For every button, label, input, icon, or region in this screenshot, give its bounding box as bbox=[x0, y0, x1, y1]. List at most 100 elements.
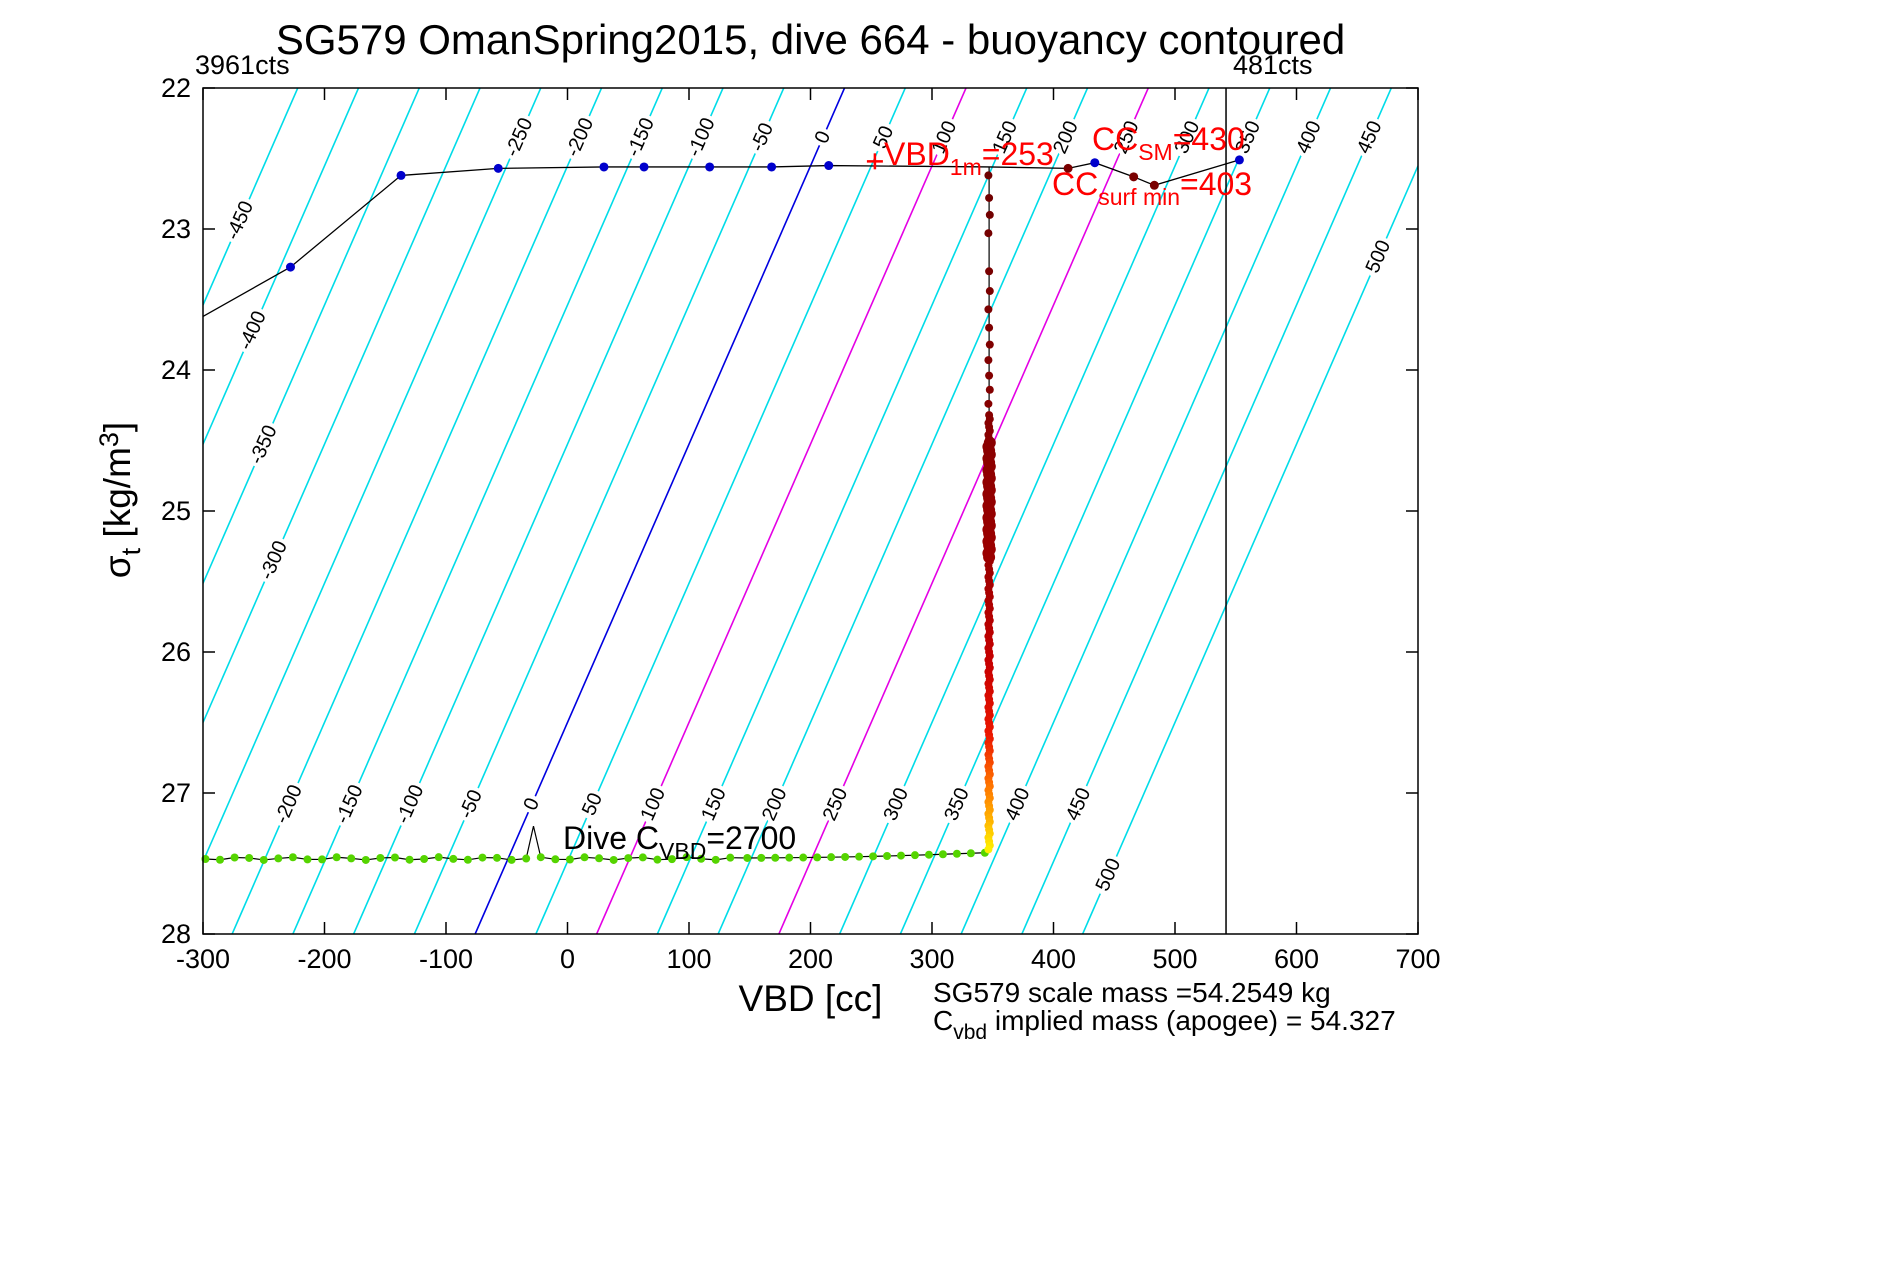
bottom-track-dot bbox=[259, 855, 268, 864]
surface-darkred-dot bbox=[1129, 172, 1139, 182]
contour-line bbox=[717, 88, 1089, 934]
annotation-vbd-1m: VBD1m=253 bbox=[884, 136, 1054, 180]
dive-profile-dot bbox=[985, 287, 994, 296]
vbd-1m-value: =253 bbox=[981, 136, 1054, 172]
surface-blue-dot bbox=[767, 162, 777, 172]
cc-surf-value: =403 bbox=[1180, 166, 1253, 202]
contour-line bbox=[413, 88, 785, 934]
bottom-track-dot bbox=[609, 855, 618, 864]
x-tick-label: 500 bbox=[1152, 944, 1197, 974]
y-axis-units-sup: 3 bbox=[94, 432, 124, 448]
contour-label: 0 bbox=[519, 795, 544, 814]
x-tick-label: -200 bbox=[297, 944, 351, 974]
bottom-track-dot bbox=[507, 855, 516, 864]
contour-label: 150 bbox=[697, 785, 731, 824]
bottom-track-dot bbox=[682, 853, 691, 862]
chart-title: SG579 OmanSpring2015, dive 664 - buoyanc… bbox=[275, 16, 1346, 63]
dive-cvbd-value: =2700 bbox=[706, 820, 797, 856]
contour-label: 200 bbox=[758, 785, 792, 824]
y-axis-sigma-sub: t bbox=[116, 547, 146, 556]
bottom-track-dot bbox=[420, 855, 429, 864]
contour-label: 350 bbox=[940, 785, 974, 824]
contour-label: 300 bbox=[879, 785, 913, 824]
bottom-track-dot bbox=[463, 855, 472, 864]
contour-line bbox=[1021, 88, 1393, 934]
contour-label: -350 bbox=[245, 422, 281, 468]
bottom-track-dot bbox=[910, 851, 919, 860]
surface-blue-dot bbox=[285, 262, 295, 272]
contour-label: -200 bbox=[271, 782, 307, 828]
contour-label: 500 bbox=[1092, 855, 1126, 894]
implied-mass-sub: vbd bbox=[953, 1021, 988, 1044]
y-tick-label: 27 bbox=[161, 778, 191, 808]
bottom-track-dot bbox=[376, 853, 385, 862]
bottom-track-dot bbox=[966, 849, 975, 858]
y-axis-label: σt [kg/m3] bbox=[94, 421, 146, 578]
bottom-track-dot bbox=[869, 852, 878, 861]
bottom-track-dot bbox=[274, 854, 283, 863]
contour-label: -50 bbox=[455, 787, 487, 822]
dive-profile-dot bbox=[985, 323, 994, 332]
contour-line bbox=[203, 88, 542, 862]
dive-profile-dot bbox=[985, 210, 994, 219]
contour-line bbox=[1081, 165, 1418, 934]
contour-line bbox=[203, 88, 421, 584]
surface-blue-dot bbox=[705, 162, 715, 172]
contour-label: 50 bbox=[578, 790, 607, 819]
contour-label: -100 bbox=[392, 782, 428, 828]
dive-profile-dot bbox=[985, 267, 994, 276]
contour-line bbox=[231, 88, 603, 934]
scale-mass-note: SG579 scale mass =54.2549 kg bbox=[933, 977, 1331, 1008]
x-tick-label: 200 bbox=[788, 944, 833, 974]
contour-line bbox=[778, 88, 1150, 934]
y-axis-units-end: ] bbox=[97, 421, 138, 433]
y-tick-label: 25 bbox=[161, 496, 191, 526]
bottom-track-dot bbox=[478, 853, 487, 862]
contour-line bbox=[899, 88, 1271, 934]
contour-line bbox=[203, 88, 360, 445]
cc-surf-main: CC bbox=[1052, 166, 1099, 202]
dive-profile-dot bbox=[985, 371, 994, 380]
contour-label: 100 bbox=[636, 785, 670, 824]
bottom-track-dot bbox=[347, 854, 356, 863]
y-axis-units: [kg/m bbox=[97, 447, 138, 548]
bottom-track bbox=[201, 825, 990, 864]
bottom-track-dot bbox=[595, 854, 604, 863]
plot-border bbox=[202, 87, 1419, 935]
bottom-track-dot bbox=[565, 855, 574, 864]
bottom-track-dot bbox=[449, 854, 458, 863]
bottom-track-dot bbox=[434, 853, 443, 862]
contour-label: 0 bbox=[811, 128, 836, 147]
y-tick-label: 22 bbox=[161, 73, 191, 103]
bottom-track-dot bbox=[332, 853, 341, 862]
surface-blue-dot bbox=[639, 162, 649, 172]
dive-profile-dot bbox=[984, 356, 993, 365]
contour-lines bbox=[203, 88, 1418, 934]
bottom-track-dot bbox=[536, 853, 545, 862]
contour-label: -50 bbox=[746, 120, 778, 155]
bottom-track-dot bbox=[522, 854, 531, 863]
vbd-1m-marker bbox=[866, 153, 883, 170]
surface-blue-dot bbox=[1234, 155, 1244, 165]
x-tick-label: -100 bbox=[419, 944, 473, 974]
contour-line bbox=[595, 88, 967, 934]
cc-surf-sub: surf min bbox=[1098, 184, 1181, 210]
bottom-track-dot bbox=[924, 850, 933, 859]
axes: -300 -200 -100 0 100 200 300 400 500 600 700222324… bbox=[161, 73, 1441, 974]
contour-label: -200 bbox=[562, 115, 598, 161]
contour-line bbox=[656, 88, 1028, 934]
dive-profile-dot bbox=[984, 399, 993, 408]
contour-line bbox=[203, 88, 481, 723]
contour-label: 200 bbox=[1049, 118, 1083, 157]
x-tick-label: 700 bbox=[1395, 944, 1440, 974]
annotation-dive-cvbd: Dive CVBD=2700 bbox=[563, 820, 797, 864]
contour-label: 450 bbox=[1062, 785, 1096, 824]
contour-line bbox=[535, 88, 907, 934]
implied-mass-main: C bbox=[933, 1005, 954, 1036]
dive-cvbd-main: Dive C bbox=[563, 820, 660, 856]
left-counts-label: 3961cts bbox=[195, 50, 290, 80]
bottom-track-dot bbox=[580, 853, 589, 862]
y-tick-label: 24 bbox=[161, 355, 191, 385]
